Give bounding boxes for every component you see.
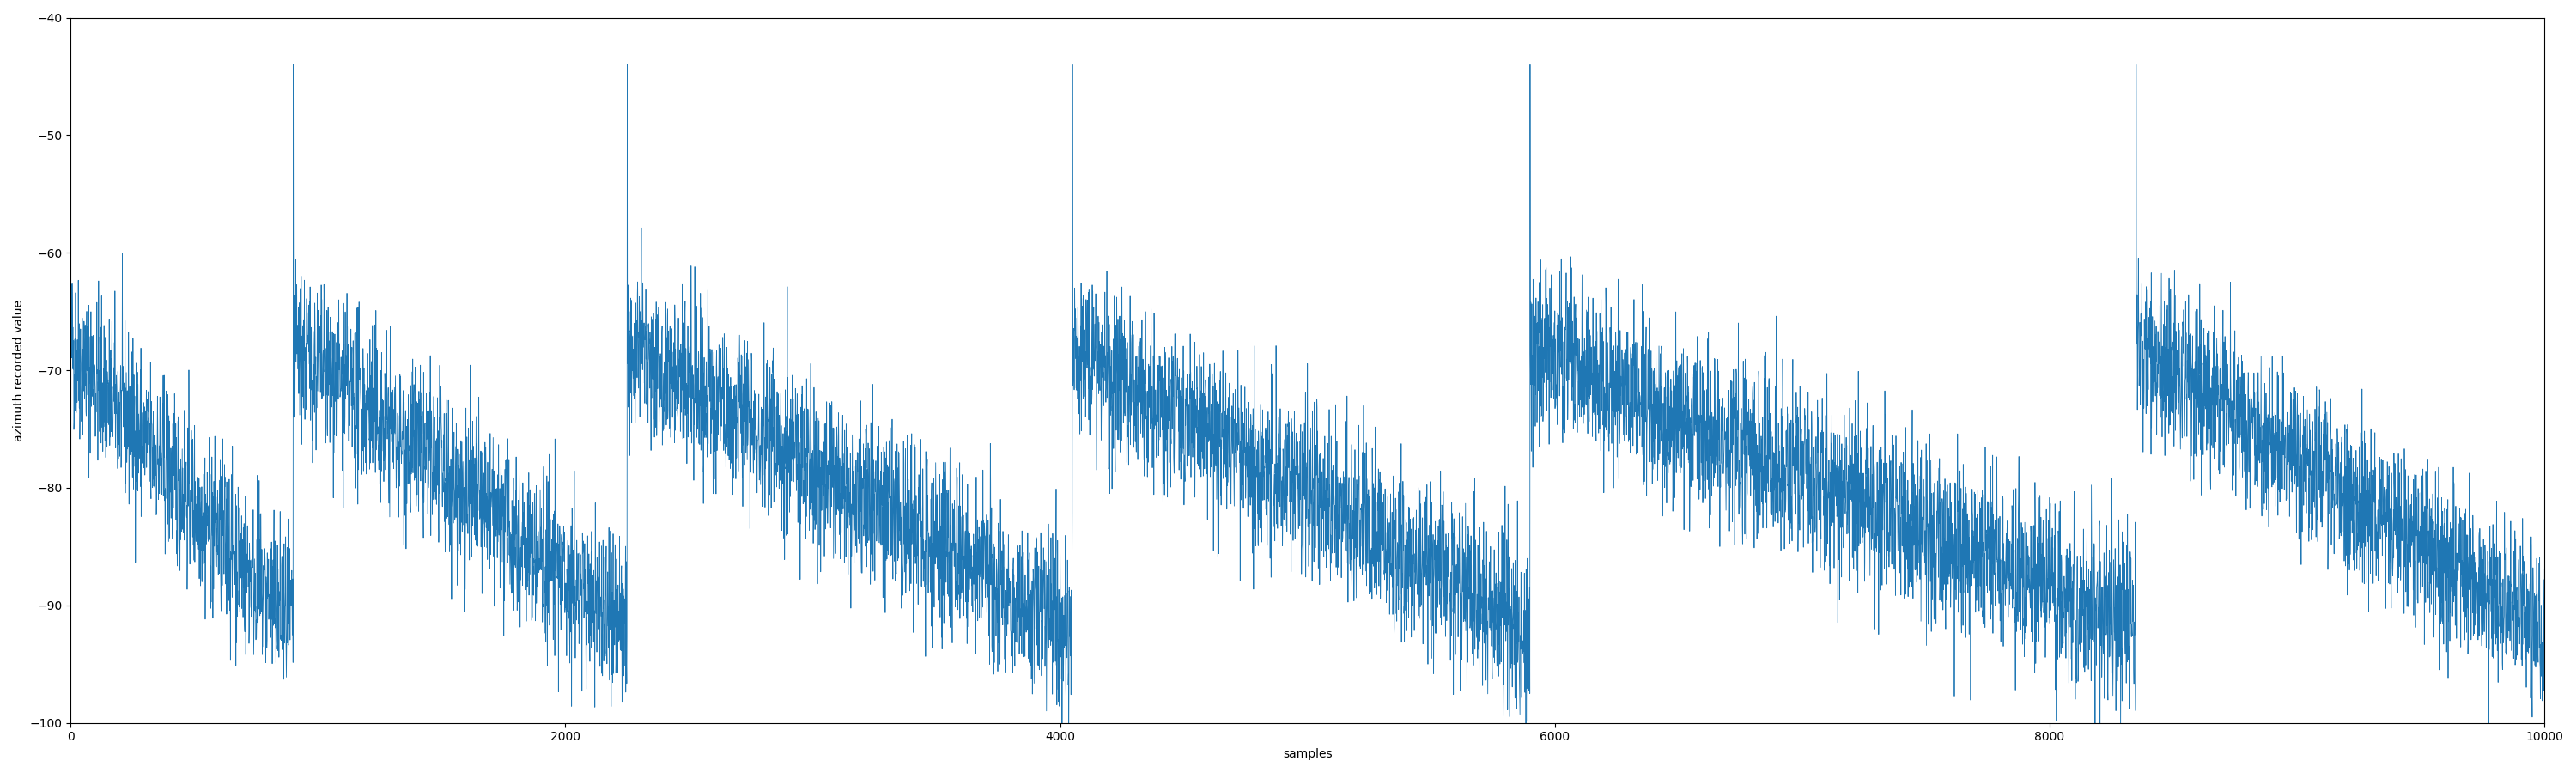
Y-axis label: azimuth recorded value: azimuth recorded value — [13, 299, 26, 441]
X-axis label: samples: samples — [1283, 748, 1332, 760]
